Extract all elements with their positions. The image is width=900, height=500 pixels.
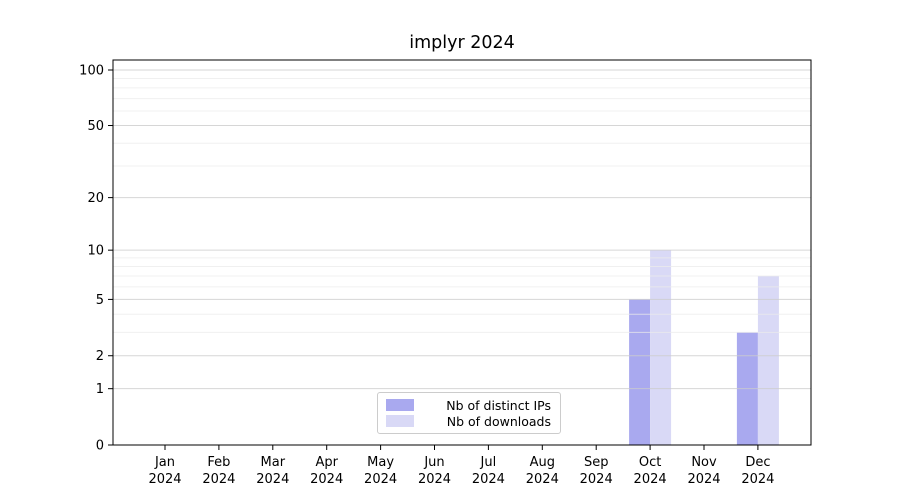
y-tick-label: 0: [96, 439, 104, 454]
y-tick-label: 20: [87, 191, 104, 206]
y-tick-label: 100: [79, 64, 104, 79]
y-tick-label: 10: [87, 244, 104, 259]
plot-border: [112, 59, 812, 446]
x-tick-label-year: 2024: [687, 472, 720, 487]
x-tick-label-month: Mar: [261, 455, 286, 470]
x-tick-label-month: Dec: [745, 455, 770, 470]
x-tick-label-year: 2024: [634, 472, 667, 487]
legend-label-distinct-ips: Nb of distinct IPs: [446, 397, 551, 413]
x-tick-label-month: Oct: [639, 455, 661, 470]
x-tick-label-year: 2024: [202, 472, 235, 487]
x-tick-label-year: 2024: [580, 472, 613, 487]
bar-oct-series0: [629, 299, 651, 445]
bar-dec-series1: [757, 276, 779, 445]
x-tick-label-month: Nov: [691, 455, 717, 470]
legend-label-downloads: Nb of downloads: [446, 413, 551, 429]
legend: Nb of distinct IPs Nb of downloads: [377, 392, 561, 434]
legend-swatch-distinct-ips: [386, 399, 414, 411]
x-tick-label-year: 2024: [418, 472, 451, 487]
legend-swatch-downloads: [386, 415, 414, 427]
x-tick-label-month: Jul: [480, 455, 497, 470]
y-tick-label: 50: [87, 119, 104, 134]
x-tick-label-month: Apr: [315, 455, 338, 470]
x-tick-label-month: Aug: [530, 455, 555, 470]
bar-oct-series1: [650, 250, 672, 445]
x-tick-label-month: Jun: [423, 455, 444, 470]
x-tick-label-year: 2024: [364, 472, 397, 487]
x-tick-label-year: 2024: [310, 472, 343, 487]
x-tick-label-month: Jan: [154, 455, 175, 470]
x-tick-label-year: 2024: [472, 472, 505, 487]
legend-item-downloads: Nb of downloads: [386, 413, 551, 429]
x-tick-label-month: May: [367, 455, 394, 470]
y-tick-label: 2: [96, 349, 104, 364]
x-tick-label-year: 2024: [526, 472, 559, 487]
x-tick-label-year: 2024: [148, 472, 181, 487]
y-tick-label: 5: [96, 293, 104, 308]
x-tick-label-year: 2024: [741, 472, 774, 487]
legend-item-distinct-ips: Nb of distinct IPs: [386, 397, 551, 413]
x-tick-label-year: 2024: [256, 472, 289, 487]
y-tick-label: 1: [96, 382, 104, 397]
chart-title: implyr 2024: [409, 33, 515, 53]
x-tick-label-month: Feb: [207, 455, 230, 470]
x-tick-label-month: Sep: [584, 455, 609, 470]
